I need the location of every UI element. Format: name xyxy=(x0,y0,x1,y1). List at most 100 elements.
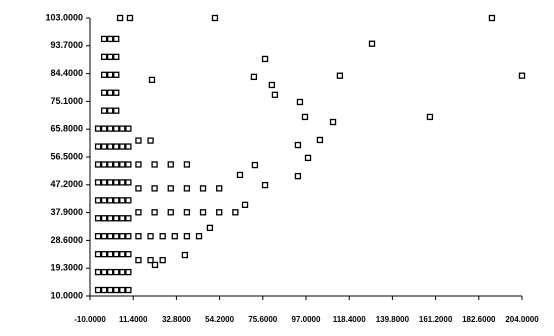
point xyxy=(100,89,108,96)
point xyxy=(125,197,132,204)
point xyxy=(125,233,132,240)
point xyxy=(100,143,108,150)
point xyxy=(148,76,156,84)
point xyxy=(113,125,120,132)
point xyxy=(100,53,108,61)
point xyxy=(488,14,496,22)
point xyxy=(107,251,114,258)
point xyxy=(94,286,102,294)
point xyxy=(107,143,114,150)
point xyxy=(426,113,434,121)
point xyxy=(100,197,108,204)
point xyxy=(119,268,126,276)
point xyxy=(199,209,207,216)
point xyxy=(107,268,114,276)
point xyxy=(107,179,114,186)
point xyxy=(113,143,120,150)
point xyxy=(100,107,108,114)
point xyxy=(216,185,223,192)
point xyxy=(100,179,108,186)
y-tick-label: 37.9000 xyxy=(50,207,83,217)
x-tick-label: 161.2000 xyxy=(419,315,453,324)
point xyxy=(107,161,114,168)
point xyxy=(159,256,166,264)
point xyxy=(107,107,114,114)
point xyxy=(171,233,178,240)
point xyxy=(100,251,108,258)
point xyxy=(147,233,154,240)
point xyxy=(151,185,158,192)
y-tick-label: 84.4000 xyxy=(50,68,83,78)
point xyxy=(100,268,108,276)
point xyxy=(135,137,142,144)
point xyxy=(113,35,120,43)
point xyxy=(100,233,108,240)
point xyxy=(119,251,126,258)
point xyxy=(107,215,114,222)
point xyxy=(159,233,166,240)
point xyxy=(301,113,309,121)
x-tick-label: 97.0000 xyxy=(292,315,321,324)
point xyxy=(135,161,142,168)
point xyxy=(113,233,120,240)
point xyxy=(113,251,120,258)
point xyxy=(113,179,120,186)
y-tick-label: 19.3000 xyxy=(50,263,83,273)
point xyxy=(183,161,191,168)
point xyxy=(119,215,126,222)
point xyxy=(304,154,312,162)
point xyxy=(94,268,102,276)
y-tick-label: 103.0000 xyxy=(45,12,83,22)
point xyxy=(151,261,159,269)
point xyxy=(294,172,302,180)
point xyxy=(125,286,132,294)
y-tick-label: 47.2000 xyxy=(50,179,83,189)
x-tick-label: 11.4000 xyxy=(119,315,148,324)
point xyxy=(167,161,174,168)
x-tick-label: 118.4000 xyxy=(333,315,366,324)
point xyxy=(113,89,120,96)
point xyxy=(206,224,214,231)
point xyxy=(294,141,302,149)
point xyxy=(107,35,114,43)
point xyxy=(100,286,108,294)
point xyxy=(119,197,126,204)
point xyxy=(113,71,120,78)
point xyxy=(100,215,108,222)
point xyxy=(316,136,324,144)
point xyxy=(113,215,120,222)
point xyxy=(125,179,132,186)
point xyxy=(181,251,189,259)
point xyxy=(236,171,244,179)
point xyxy=(296,98,304,106)
point xyxy=(94,161,102,168)
point xyxy=(250,73,258,81)
point xyxy=(107,89,114,96)
point xyxy=(135,256,142,264)
point xyxy=(94,251,102,258)
point xyxy=(336,72,344,79)
point xyxy=(100,161,108,168)
point xyxy=(147,137,154,144)
y-tick-label: 56.5000 xyxy=(50,151,83,161)
y-tick-label: 75.1000 xyxy=(50,96,83,106)
point xyxy=(251,161,259,169)
point xyxy=(94,125,102,132)
point xyxy=(151,161,158,168)
point xyxy=(216,209,223,216)
point xyxy=(100,125,108,132)
point xyxy=(183,185,191,192)
point xyxy=(167,185,174,192)
x-tick-label: 139.8000 xyxy=(376,315,410,324)
y-tick-label: 10.0000 xyxy=(50,290,83,300)
point xyxy=(116,14,124,22)
y-tick-label: 28.6000 xyxy=(50,235,83,245)
point xyxy=(211,14,219,22)
point xyxy=(113,286,120,294)
point xyxy=(119,233,126,240)
point xyxy=(261,181,269,189)
point xyxy=(113,53,120,61)
point xyxy=(94,143,102,150)
point xyxy=(100,71,108,78)
point xyxy=(107,71,114,78)
